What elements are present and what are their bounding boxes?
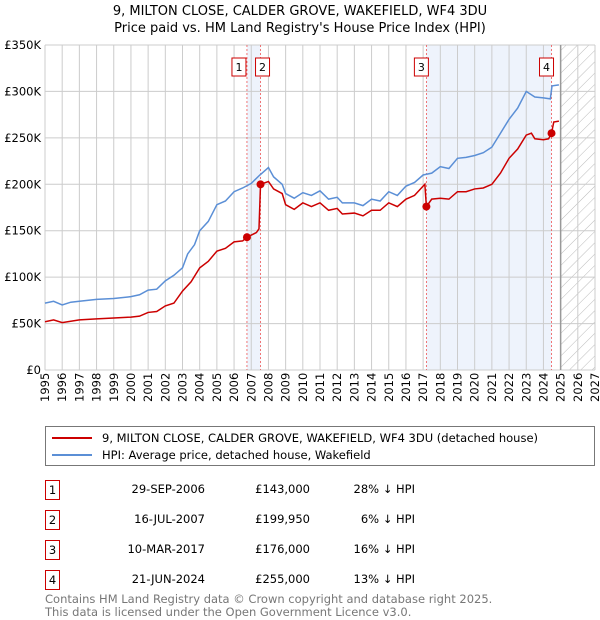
sale-point — [422, 202, 431, 211]
legend: 9, MILTON CLOSE, CALDER GROVE, WAKEFIELD… — [45, 426, 595, 466]
sale-label-box — [255, 57, 271, 77]
sale-date: 29-SEP-2006 — [131, 482, 205, 496]
sale-label: 1 — [235, 61, 242, 74]
x-tick-label: 2001 — [141, 373, 155, 402]
sale-hpi-diff: 16% ↓ HPI — [353, 542, 415, 556]
sale-point — [242, 233, 251, 242]
x-tick-label: 2021 — [485, 373, 499, 402]
sale-price: £176,000 — [255, 542, 310, 556]
series-line — [44, 84, 560, 306]
sale-label-box — [539, 57, 555, 77]
price-chart: 1995 1996 1997 1998 1999 2000 2001 2002 2003 2004… — [4, 38, 600, 402]
sale-hpi-diff: 13% ↓ HPI — [353, 572, 415, 586]
x-tick-label: 2026 — [571, 373, 585, 402]
legend-property: 9, MILTON CLOSE, CALDER GROVE, WAKEFIELD… — [102, 431, 539, 445]
y-tick-label: £100K — [4, 270, 41, 284]
sale-date: 16-JUL-2007 — [134, 512, 205, 526]
shade-region — [246, 45, 261, 370]
legend-hpi: HPI: Average price, detached house, Wake… — [102, 448, 371, 462]
x-tick-label: 2024 — [536, 373, 550, 402]
legend-swatch-hpi — [52, 454, 92, 456]
x-tick-label: 2014 — [365, 373, 379, 402]
sale-price: £255,000 — [255, 572, 310, 586]
x-tick-label: 2006 — [227, 373, 241, 402]
x-tick-label: 2008 — [261, 373, 275, 402]
x-tick-label: 2018 — [433, 373, 447, 402]
y-tick-label: £350K — [4, 38, 41, 52]
x-tick-label: 2005 — [210, 373, 224, 402]
sale-hpi-diff: 28% ↓ HPI — [353, 482, 415, 496]
sale-point — [256, 180, 265, 189]
x-tick-label: 1998 — [90, 373, 104, 402]
sale-date: 10-MAR-2017 — [127, 542, 205, 556]
sale-row: 1 29-SEP-2006 £143,000 28% ↓ HPI — [45, 480, 445, 500]
sale-hpi-diff: 6% ↓ HPI — [360, 512, 415, 526]
x-tick-label: 2022 — [502, 373, 516, 402]
legend-swatch-property — [52, 437, 92, 439]
x-tick-label: 2009 — [279, 373, 293, 402]
x-tick-label: 2020 — [468, 373, 482, 402]
sale-price: £199,950 — [255, 512, 310, 526]
x-tick-label: 2013 — [347, 373, 361, 402]
x-tick-label: 2007 — [244, 373, 258, 402]
x-tick-label: 2015 — [382, 373, 396, 402]
x-tick-label: 2002 — [158, 373, 172, 402]
x-tick-label: 2025 — [554, 373, 568, 402]
x-tick-label: 1997 — [72, 373, 86, 402]
x-tick-label: 2017 — [416, 373, 430, 402]
x-tick-label: 2023 — [519, 373, 533, 402]
x-tick-label: 2003 — [176, 373, 190, 402]
x-tick-label: 1999 — [107, 373, 121, 402]
series-line — [44, 120, 560, 324]
chart-title: 9, MILTON CLOSE, CALDER GROVE, WAKEFIELD… — [112, 4, 488, 19]
sale-row: 4 21-JUN-2024 £255,000 13% ↓ HPI — [45, 570, 445, 590]
sale-row: 3 10-MAR-2017 £176,000 16% ↓ HPI — [45, 540, 445, 560]
y-tick-label: £300K — [4, 84, 41, 98]
sale-label: 2 — [259, 61, 266, 74]
sale-row: 2 16-JUL-2007 £199,950 6% ↓ HPI — [45, 510, 445, 530]
sale-label-box — [231, 57, 247, 77]
x-tick-label: 2019 — [451, 373, 465, 402]
x-tick-label: 2012 — [330, 373, 344, 402]
sale-price: £143,000 — [255, 482, 310, 496]
footer-line1: Contains HM Land Registry data © Crown c… — [45, 592, 493, 606]
y-tick-label: £150K — [4, 224, 41, 238]
y-tick-label: £200K — [4, 177, 41, 191]
sale-number: 1 — [45, 480, 60, 500]
sale-label: 3 — [418, 61, 425, 74]
sale-point — [547, 129, 556, 138]
x-tick-label: 2000 — [124, 373, 138, 402]
y-tick-label: £0 — [26, 363, 41, 377]
sale-label-box — [413, 57, 429, 77]
x-tick-label: 2027 — [588, 373, 600, 402]
chart-subtitle: Price paid vs. HM Land Registry's House … — [114, 21, 486, 36]
sale-date: 21-JUN-2024 — [131, 572, 205, 586]
footer-line2: This data is licensed under the Open Gov… — [45, 605, 412, 619]
y-tick-label: £250K — [4, 131, 41, 145]
sale-label: 4 — [543, 61, 550, 74]
sale-number: 3 — [45, 540, 60, 560]
x-tick-label: 2011 — [313, 373, 327, 402]
x-tick-label: 2010 — [296, 373, 310, 402]
sale-number: 4 — [45, 570, 60, 590]
x-tick-label: 1996 — [55, 373, 69, 402]
y-tick-label: £50K — [12, 317, 42, 331]
sale-number: 2 — [45, 510, 60, 530]
x-tick-label: 2004 — [193, 373, 207, 402]
x-tick-label: 1995 — [38, 373, 52, 402]
shade-region — [426, 45, 552, 370]
x-tick-label: 2016 — [399, 373, 413, 402]
